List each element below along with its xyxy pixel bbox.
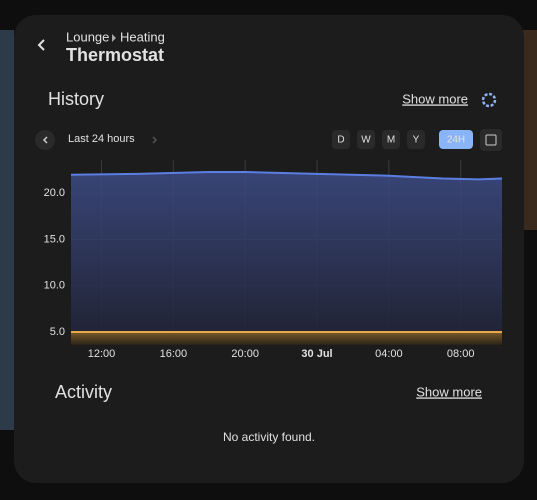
y-tick-label: 10.0 [44,280,65,292]
series-area [71,332,502,345]
period-label: Y [413,135,420,146]
prev-icon [42,136,48,144]
period-button[interactable] [382,130,400,149]
calendar-button[interactable] [480,129,502,151]
section-title: Activity [55,382,112,402]
period-label: D [337,135,344,146]
dialog-title: Thermostat [66,45,164,65]
x-tick-label: 16:00 [160,348,188,360]
period-button[interactable] [407,130,425,149]
next-icon[interactable] [152,136,158,144]
period-label: W [361,135,371,146]
background-card [520,30,537,230]
period-button[interactable] [357,130,375,149]
y-tick-label: 15.0 [44,233,65,245]
y-tick-label: 5.0 [50,326,65,338]
y-tick-label: 20.0 [44,187,65,199]
x-tick-label: 04:00 [375,348,403,360]
back-button[interactable] [37,39,45,51]
show-more-link[interactable]: Show more [416,384,482,399]
calendar-icon [485,134,497,146]
breadcrumb: Lounge [66,29,109,44]
range-label: Last 24 hours [68,133,135,145]
period-label: 24H [447,135,465,146]
period-button[interactable] [439,130,473,149]
x-tick-label: 30 Jul [301,348,332,360]
period-button[interactable] [332,130,350,149]
settings-icon[interactable] [481,92,497,108]
series-line [70,171,503,181]
x-tick-label: 12:00 [88,348,116,360]
series-area [71,172,502,345]
empty-message: No activity found. [223,430,315,444]
show-more-link[interactable]: Show more [402,91,468,106]
breadcrumb: Heating [120,29,165,44]
breadcrumb-separator [112,34,116,42]
background-card [0,30,14,430]
x-tick-label: 08:00 [447,348,475,360]
x-tick-label: 20:00 [231,348,259,360]
section-title: History [48,89,104,109]
period-label: M [387,135,395,146]
